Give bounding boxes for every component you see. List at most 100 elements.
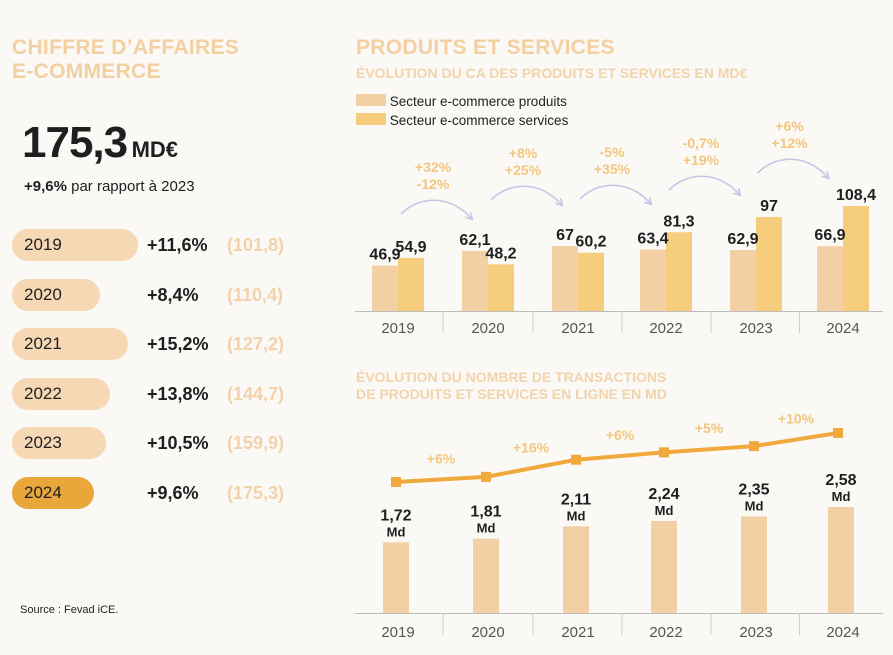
change-services-2020: -12% — [417, 176, 450, 192]
label-unit-2019: Md — [387, 524, 406, 539]
growth-text: par rapport à 2023 — [71, 178, 195, 195]
label-transactions-2021: 2,11 — [561, 491, 591, 508]
year-total-2020: (110,4) — [227, 284, 284, 305]
label-unit-2024: Md — [832, 489, 851, 504]
year-growth-2022: +13,8% — [147, 383, 209, 404]
bar-services-2019 — [398, 257, 424, 311]
bar-transactions-2022 — [651, 520, 677, 613]
transactions-growth-2022: +6% — [606, 427, 635, 443]
growth-value: +9,6% — [24, 178, 67, 195]
legend-swatch-services — [356, 113, 386, 125]
label-services-2024: 108,4 — [836, 187, 876, 204]
label-transactions-2020: 1,81 — [470, 504, 501, 521]
bar-products-2019 — [372, 265, 398, 311]
bar-transactions-2024 — [828, 507, 854, 613]
label-products-2023: 62,9 — [727, 231, 758, 248]
xtick-chart2-2021: 2021 — [561, 624, 594, 641]
bar-services-2024 — [843, 206, 869, 311]
source-note: Source : Fevad iCE. — [20, 604, 119, 616]
year-growth-2024: +9,6% — [147, 482, 199, 503]
left-title-line1: CHIFFRE D’AFFAIRES — [12, 36, 240, 59]
xtick-chart1-2021: 2021 — [561, 320, 594, 337]
legend: Secteur e-commerce produits Secteur e-co… — [356, 94, 568, 132]
year-pill-2022: 2022 — [12, 377, 110, 410]
change-arrow-2022 — [579, 184, 650, 203]
legend-label-products: Secteur e-commerce produits — [389, 94, 567, 109]
legend-item-services: Secteur e-commerce services — [356, 113, 568, 132]
year-growth-2019: +11,6% — [147, 235, 208, 255]
xtick-chart2-2022: 2022 — [649, 624, 682, 641]
label-unit-2022: Md — [655, 503, 674, 518]
year-growth-2023: +10,5% — [147, 433, 209, 453]
xtick-chart2-2020: 2020 — [471, 624, 504, 641]
label-services-2021: 60,2 — [575, 234, 606, 251]
change-products-2024: +6% — [775, 118, 804, 134]
chart2-subtitle-line1: ÉVOLUTION DU NOMBRE DE TRANSACTIONS — [356, 369, 667, 385]
label-unit-2020: Md — [477, 521, 496, 536]
growth-line: +9,6% par rapport à 2023 — [24, 178, 195, 195]
label-products-2019: 46,9 — [369, 247, 400, 264]
year-pill-2020: 2020 — [12, 278, 100, 311]
label-transactions-2023: 2,35 — [738, 481, 769, 498]
transactions-growth-2024: +10% — [778, 411, 815, 427]
bar-products-2021 — [552, 246, 578, 311]
legend-swatch-products — [356, 94, 386, 106]
bar-services-2021 — [578, 252, 604, 311]
label-services-2019: 54,9 — [395, 239, 426, 256]
change-arrow-2020 — [400, 199, 471, 218]
xtick-chart1-2020: 2020 — [471, 320, 504, 337]
xtick-chart1-2022: 2022 — [649, 320, 682, 337]
bar-services-2020 — [488, 264, 514, 311]
label-products-2020: 62,1 — [459, 232, 490, 249]
total-unit: MD€ — [131, 137, 179, 162]
bar-transactions-2021 — [563, 526, 589, 613]
year-total-2024: (175,3) — [227, 482, 285, 503]
chart2-subtitle-line2: DE PRODUITS ET SERVICES EN LIGNE EN MD — [356, 386, 667, 402]
change-services-2021: +25% — [505, 162, 542, 178]
change-arrow-2024 — [756, 158, 828, 177]
transactions-point-2023 — [749, 441, 759, 452]
year-total-2021: (127,2) — [227, 334, 285, 354]
label-transactions-2024: 2,58 — [825, 472, 856, 489]
bar-products-2024 — [817, 246, 843, 311]
label-transactions-2022: 2,24 — [648, 486, 679, 503]
transactions-line — [395, 431, 839, 484]
xtick-chart1-2019: 2019 — [381, 320, 414, 337]
year-growth-2020: +8,4% — [147, 284, 199, 305]
change-services-2024: +12% — [771, 135, 808, 151]
xtick-chart2-2023: 2023 — [739, 624, 772, 641]
bar-services-2023 — [756, 217, 782, 311]
year-pill-2024: 2024 — [12, 476, 94, 509]
total-value: 175,3 — [22, 118, 128, 167]
year-pill-2021: 2021 — [12, 328, 128, 360]
bar-products-2022 — [640, 249, 666, 311]
change-products-2023: -0,7% — [683, 135, 720, 151]
change-services-2023: +19% — [683, 152, 720, 168]
left-title: CHIFFRE D’AFFAIRES E-COMMERCE — [12, 36, 239, 84]
bar-products-2023 — [730, 250, 756, 311]
change-arrow-2023 — [668, 175, 739, 194]
transactions-point-2019 — [391, 477, 401, 487]
transactions-point-2022 — [659, 447, 669, 458]
year-growth-2021: +15,2% — [147, 334, 209, 354]
total-revenue: 175,3 MD€ — [22, 118, 178, 168]
label-products-2022: 63,4 — [637, 231, 668, 248]
transactions-growth-2021: +16% — [513, 439, 550, 455]
chart1-subtitle: ÉVOLUTION DU CA DES PRODUITS ET SERVICES… — [356, 65, 748, 81]
chart2-subtitle: ÉVOLUTION DU NOMBRE DE TRANSACTIONS DE P… — [356, 369, 667, 403]
bar-transactions-2023 — [741, 516, 767, 613]
transactions-point-2021 — [571, 454, 581, 465]
change-products-2021: +8% — [509, 145, 538, 161]
transactions-growth-2020: +6% — [427, 450, 456, 466]
change-products-2020: +32% — [415, 159, 452, 175]
label-products-2021: 67 — [556, 227, 574, 244]
label-unit-2023: Md — [745, 498, 764, 513]
bar-services-2022 — [666, 232, 692, 311]
label-unit-2021: Md — [567, 508, 586, 523]
xtick-chart1-2024: 2024 — [826, 320, 859, 337]
year-total-2023: (159,9) — [227, 433, 285, 453]
xtick-chart1-2023: 2023 — [739, 320, 772, 337]
bar-products-2020 — [462, 250, 488, 311]
transactions-point-2020 — [481, 471, 491, 482]
